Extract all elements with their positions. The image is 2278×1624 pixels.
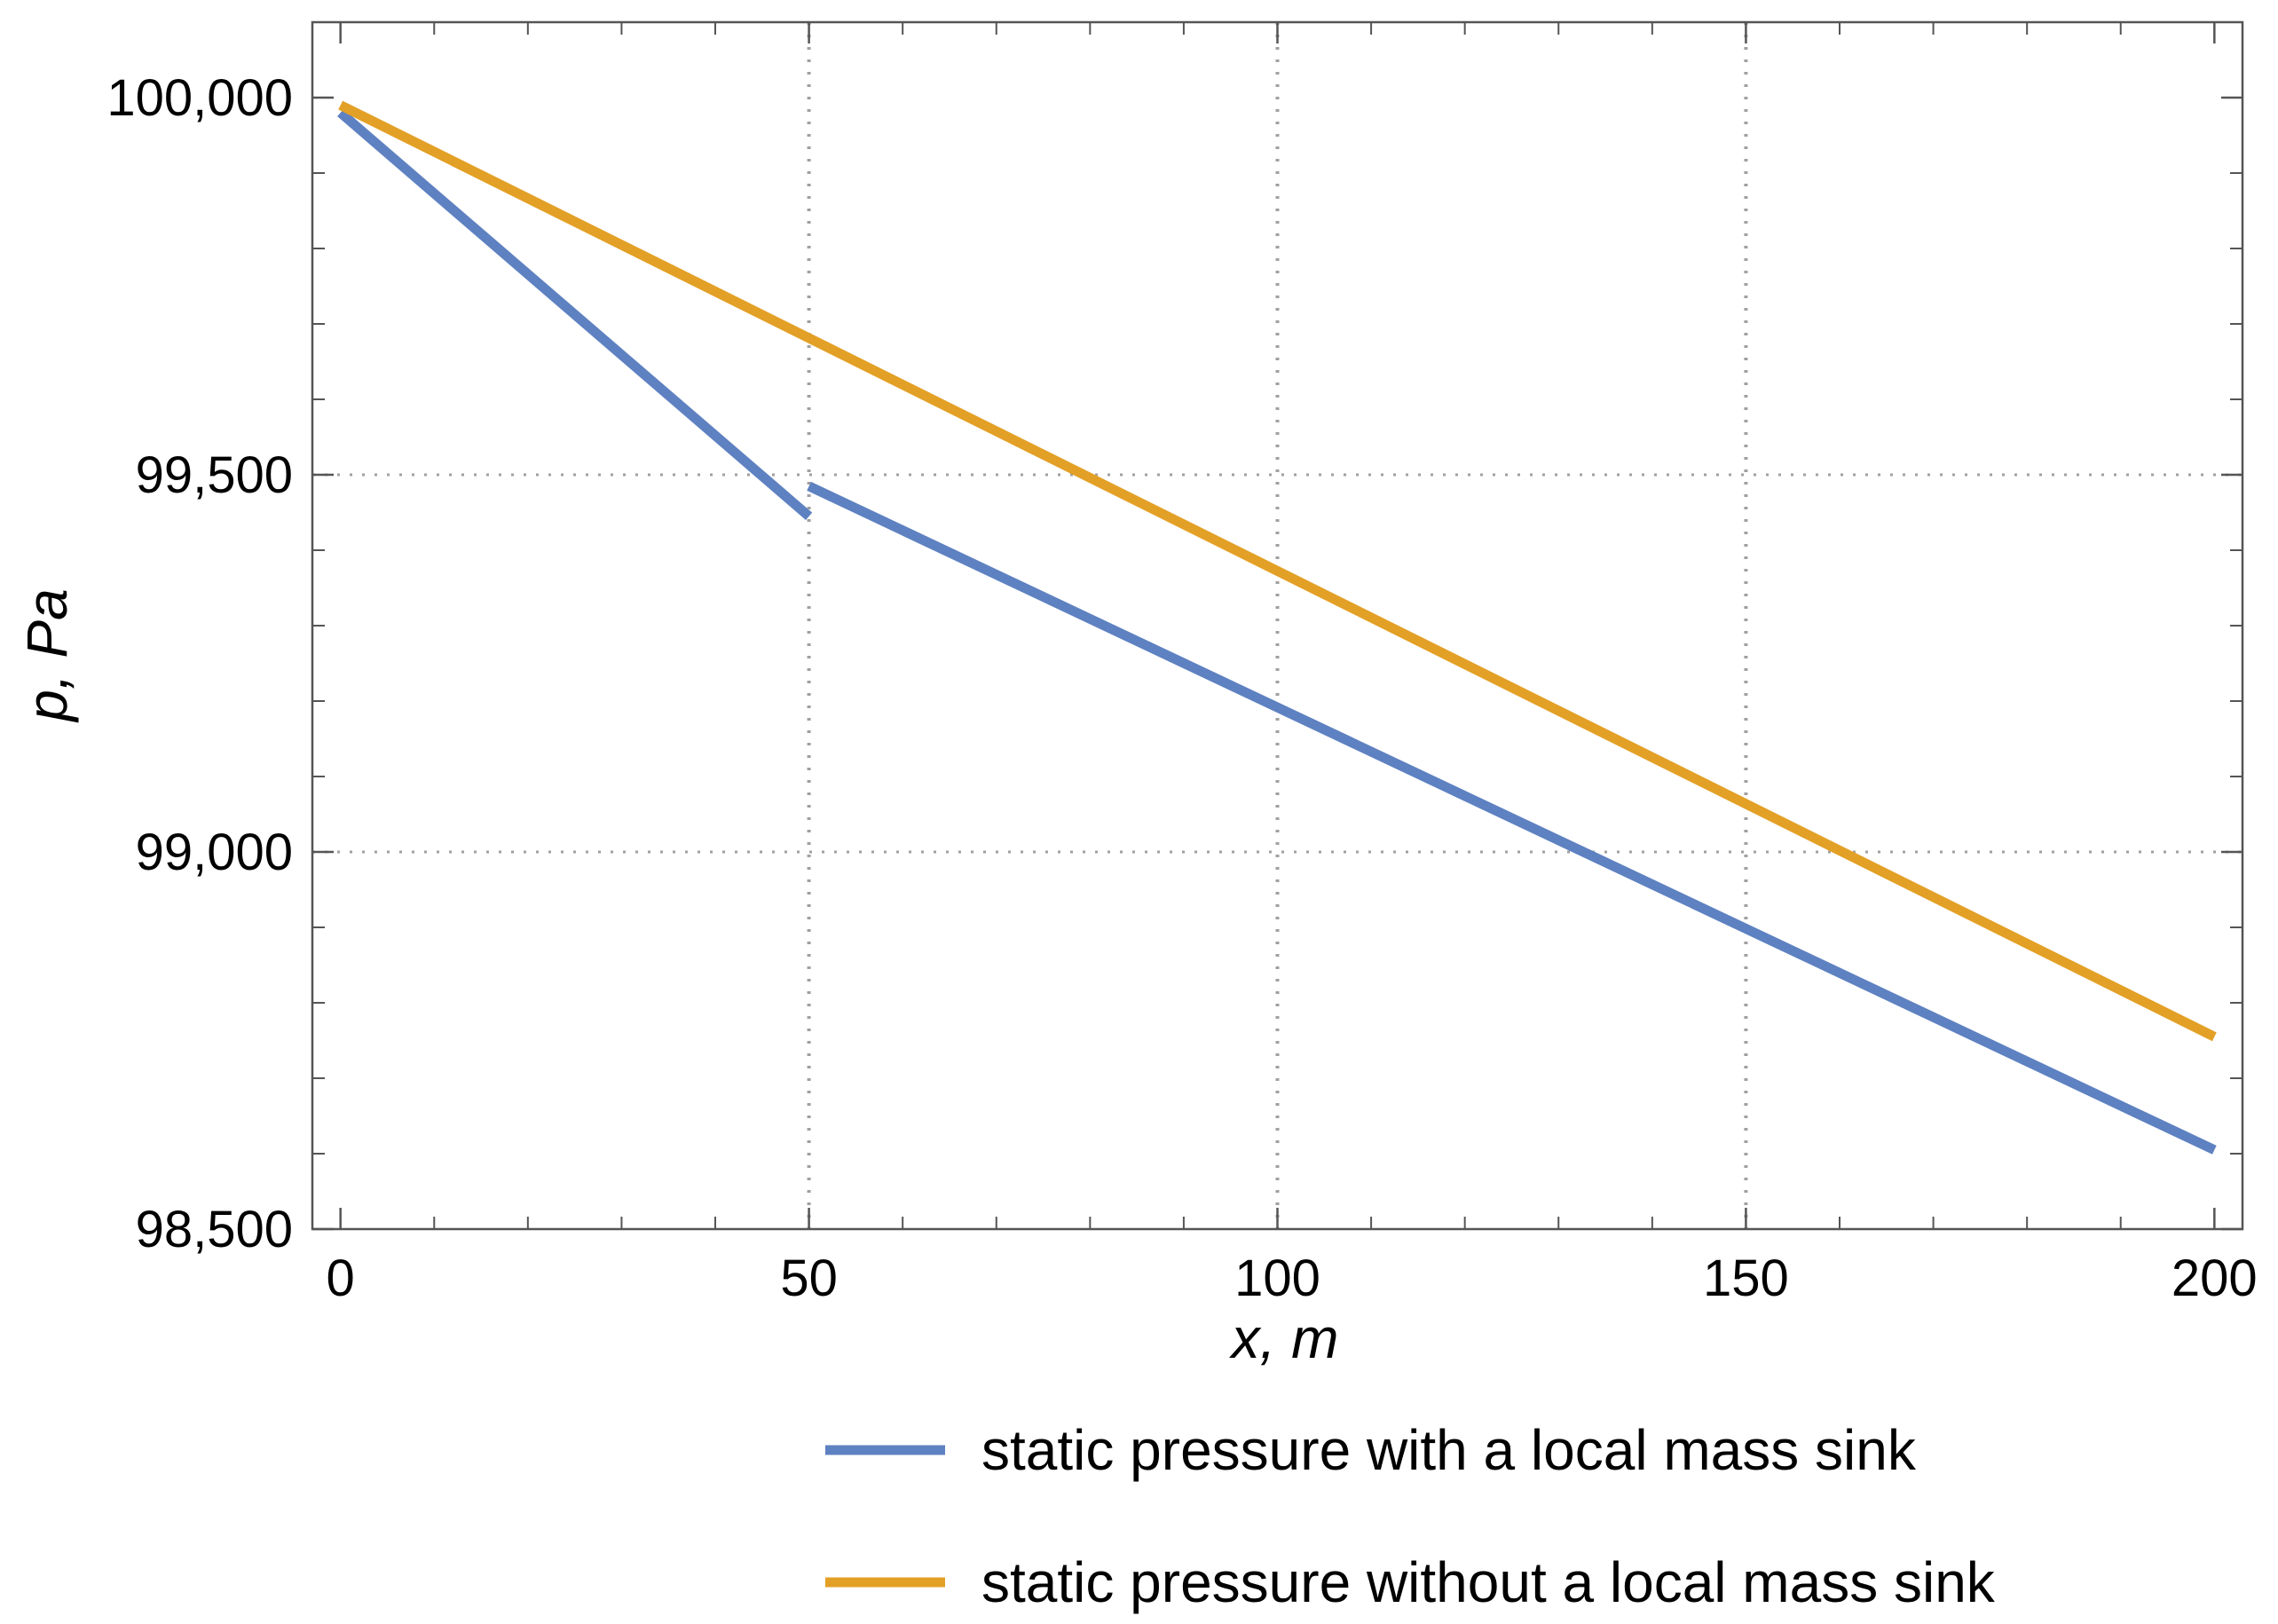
series-line-segment	[807, 481, 2217, 1155]
x-tick-label: 200	[2172, 1250, 2258, 1307]
major-tick-layer	[312, 22, 2243, 1231]
y-tick-label: 100,000	[106, 69, 293, 127]
x-tick-labels: 0 50 100 150 200	[327, 1250, 2258, 1307]
x-tick-label: 150	[1703, 1250, 1789, 1307]
x-tick-label: 0	[327, 1250, 355, 1307]
y-tick-label: 99,500	[136, 446, 293, 504]
x-axis-label: x, m	[1229, 1306, 1339, 1370]
grid-layer	[312, 22, 2243, 1229]
legend: static pressure with a local mass sink s…	[825, 1418, 1996, 1614]
minor-tick-layer	[312, 21, 2243, 1229]
legend-label-without-sink: static pressure without a local mass sin…	[981, 1550, 1996, 1614]
series-line-segment	[337, 108, 813, 520]
legend-label-with-sink: static pressure with a local mass sink	[981, 1418, 1917, 1482]
y-tick-label: 99,000	[136, 824, 293, 881]
y-tick-labels: 98,500 99,000 99,500 100,000	[106, 69, 293, 1258]
series-layer	[337, 100, 2217, 1155]
series-without-sink	[338, 100, 2217, 1042]
x-tick-label: 50	[780, 1250, 838, 1307]
series-with-sink	[337, 108, 2217, 1155]
y-axis-label: p, Pa	[15, 588, 79, 722]
series-line-segment	[338, 100, 2217, 1042]
x-tick-label: 100	[1234, 1250, 1320, 1307]
y-tick-label: 98,500	[136, 1201, 293, 1258]
